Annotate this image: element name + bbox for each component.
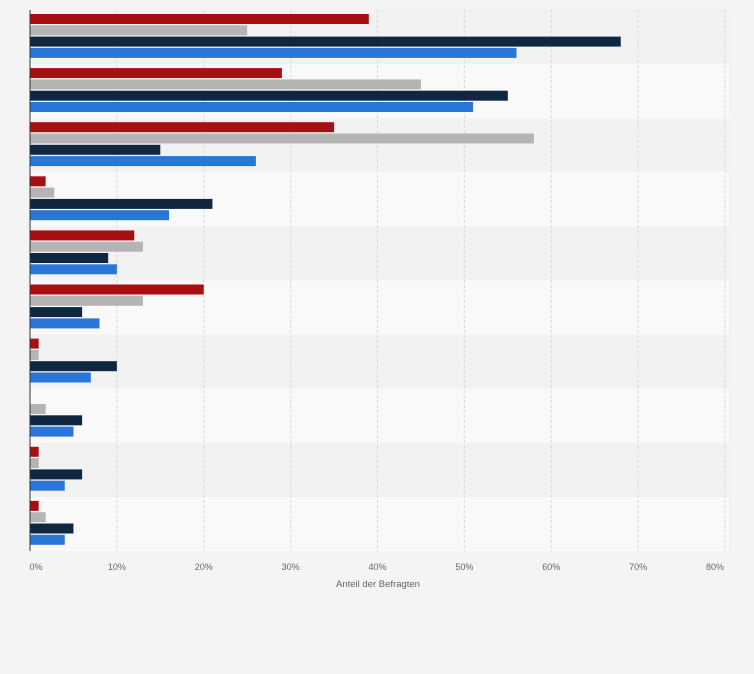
row-band — [30, 496, 729, 551]
bar[interactable] — [30, 372, 91, 383]
x-tick-label: 60% — [542, 562, 560, 572]
bar[interactable] — [30, 349, 39, 360]
bar[interactable] — [30, 512, 46, 523]
x-tick-label: 0% — [29, 562, 42, 572]
bar[interactable] — [30, 253, 109, 263]
bar[interactable] — [30, 241, 143, 252]
row-band — [30, 442, 729, 497]
bar[interactable] — [30, 144, 161, 155]
bar[interactable] — [30, 458, 39, 469]
bar[interactable] — [30, 264, 117, 275]
bar[interactable] — [30, 14, 369, 24]
row-bands — [30, 10, 729, 551]
bar[interactable] — [30, 36, 621, 47]
bar[interactable] — [30, 534, 65, 545]
row-band — [30, 388, 729, 443]
bar[interactable] — [30, 500, 39, 511]
x-tick-label: 30% — [282, 562, 300, 572]
bar[interactable] — [30, 426, 74, 437]
bar[interactable] — [30, 404, 46, 414]
bar[interactable] — [30, 446, 39, 457]
bar[interactable] — [30, 469, 83, 480]
bar[interactable] — [30, 198, 213, 209]
x-tick-label: 80% — [706, 562, 724, 572]
row-band — [30, 226, 729, 281]
bar[interactable] — [30, 361, 117, 372]
x-tick-label: 40% — [368, 562, 386, 572]
x-tick-labels: 0% 10% 20% 30% 40% 50% 60% 70% 80% — [29, 562, 724, 572]
bar[interactable] — [30, 230, 135, 241]
bar[interactable] — [30, 187, 55, 198]
x-tick-label: 10% — [108, 562, 126, 572]
bar[interactable] — [30, 295, 143, 306]
bar[interactable] — [30, 523, 74, 534]
bar[interactable] — [30, 338, 39, 349]
bar[interactable] — [30, 25, 248, 36]
bar[interactable] — [30, 133, 534, 144]
bar[interactable] — [30, 68, 282, 79]
bar[interactable] — [30, 307, 83, 318]
bar[interactable] — [30, 102, 474, 112]
x-axis-label: Anteil der Befragten — [336, 579, 420, 590]
bar[interactable] — [30, 90, 508, 101]
bar[interactable] — [30, 47, 517, 58]
bar[interactable] — [30, 79, 421, 90]
bar[interactable] — [30, 415, 83, 426]
x-tick-label: 50% — [455, 562, 473, 572]
bars — [30, 14, 621, 545]
bar[interactable] — [30, 318, 100, 329]
bar[interactable] — [30, 480, 65, 491]
bar[interactable] — [30, 284, 204, 295]
bar[interactable] — [30, 156, 256, 167]
bar[interactable] — [30, 122, 335, 133]
bar[interactable] — [30, 176, 46, 187]
row-band — [30, 334, 729, 389]
bar[interactable] — [30, 210, 169, 221]
x-tick-label: 70% — [629, 562, 647, 572]
x-tick-label: 20% — [195, 562, 213, 572]
